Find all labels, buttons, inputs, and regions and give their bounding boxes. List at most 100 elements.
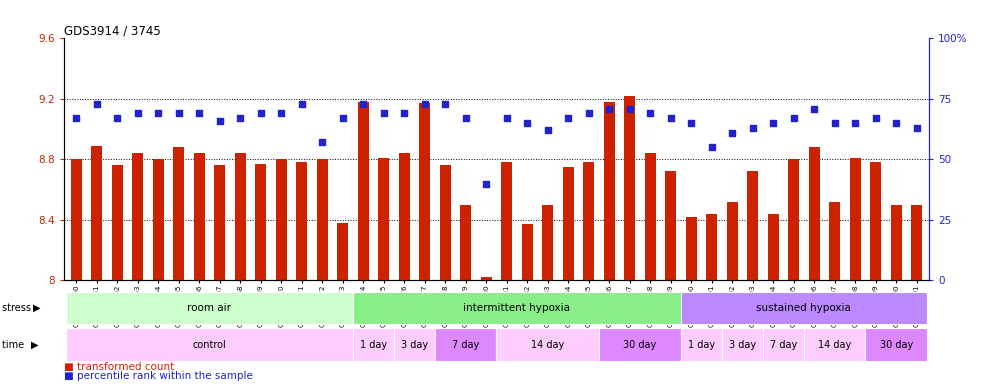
Bar	[66, 292, 353, 324]
Point	[540, 127, 555, 133]
Bar	[71, 159, 82, 280]
Bar	[562, 167, 574, 280]
Bar	[173, 147, 185, 280]
Point	[663, 115, 678, 121]
Text: 7 day: 7 day	[452, 339, 480, 350]
Bar	[214, 166, 225, 280]
Point	[602, 106, 617, 112]
Bar	[604, 102, 614, 280]
Point	[827, 120, 842, 126]
Bar	[235, 153, 246, 280]
Text: control: control	[193, 339, 226, 350]
Bar	[804, 328, 865, 361]
Bar	[763, 328, 804, 361]
Point	[315, 139, 330, 146]
Point	[130, 110, 145, 116]
Point	[847, 120, 863, 126]
Point	[171, 110, 187, 116]
Bar	[378, 158, 389, 280]
Text: GDS3914 / 3745: GDS3914 / 3745	[64, 24, 160, 37]
Bar	[891, 205, 901, 280]
Bar	[317, 159, 327, 280]
Point	[458, 115, 474, 121]
Bar	[849, 158, 861, 280]
Bar	[829, 202, 840, 280]
Bar	[870, 162, 882, 280]
Point	[437, 101, 453, 107]
Point	[211, 118, 227, 124]
Bar	[501, 162, 512, 280]
Point	[642, 110, 658, 116]
Text: room air: room air	[188, 303, 231, 313]
Point	[519, 120, 535, 126]
Bar	[394, 328, 434, 361]
Bar	[398, 153, 410, 280]
Text: 7 day: 7 day	[770, 339, 797, 350]
Bar	[722, 328, 763, 361]
Bar	[665, 171, 676, 280]
Bar	[296, 162, 308, 280]
Bar	[337, 223, 348, 280]
Point	[273, 110, 289, 116]
Text: ▶: ▶	[33, 303, 41, 313]
Bar	[726, 202, 738, 280]
Point	[335, 115, 351, 121]
Bar	[624, 96, 635, 280]
Point	[88, 101, 104, 107]
Bar	[152, 159, 164, 280]
Point	[868, 115, 884, 121]
Bar	[747, 171, 758, 280]
Bar	[460, 205, 471, 280]
Text: stress: stress	[2, 303, 34, 313]
Bar	[706, 214, 718, 280]
Point	[232, 115, 248, 121]
Bar	[481, 277, 492, 280]
Text: intermittent hypoxia: intermittent hypoxia	[463, 303, 570, 313]
Text: ■ transformed count: ■ transformed count	[64, 362, 174, 372]
Point	[766, 120, 781, 126]
Text: time: time	[2, 339, 28, 350]
Point	[622, 106, 638, 112]
Bar	[788, 159, 799, 280]
Bar	[434, 328, 496, 361]
Bar	[542, 205, 553, 280]
Bar	[358, 102, 369, 280]
Text: 30 day: 30 day	[623, 339, 657, 350]
Bar	[66, 328, 353, 361]
Bar	[419, 103, 431, 280]
Text: 3 day: 3 day	[401, 339, 428, 350]
Bar	[522, 224, 533, 280]
Bar	[599, 328, 681, 361]
Bar	[275, 159, 287, 280]
Text: 1 day: 1 day	[360, 339, 387, 350]
Text: ■ percentile rank within the sample: ■ percentile rank within the sample	[64, 371, 253, 381]
Point	[683, 120, 699, 126]
Bar	[645, 153, 656, 280]
Text: 30 day: 30 day	[880, 339, 913, 350]
Point	[294, 101, 310, 107]
Bar	[583, 162, 595, 280]
Point	[498, 115, 514, 121]
Text: 1 day: 1 day	[688, 339, 715, 350]
Bar	[353, 292, 681, 324]
Bar	[439, 166, 451, 280]
Bar	[353, 328, 394, 361]
Text: sustained hypoxia: sustained hypoxia	[757, 303, 851, 313]
Point	[704, 144, 720, 150]
Text: 14 day: 14 day	[818, 339, 851, 350]
Bar	[496, 328, 599, 361]
Bar	[865, 328, 927, 361]
Point	[396, 110, 412, 116]
Point	[889, 120, 904, 126]
Bar	[808, 147, 820, 280]
Point	[109, 115, 125, 121]
Bar	[132, 153, 144, 280]
Bar	[255, 164, 266, 280]
Text: ▶: ▶	[30, 339, 38, 350]
Bar	[91, 146, 102, 280]
Bar	[681, 328, 722, 361]
Point	[192, 110, 207, 116]
Point	[806, 106, 822, 112]
Bar	[685, 217, 697, 280]
Bar	[768, 214, 779, 280]
